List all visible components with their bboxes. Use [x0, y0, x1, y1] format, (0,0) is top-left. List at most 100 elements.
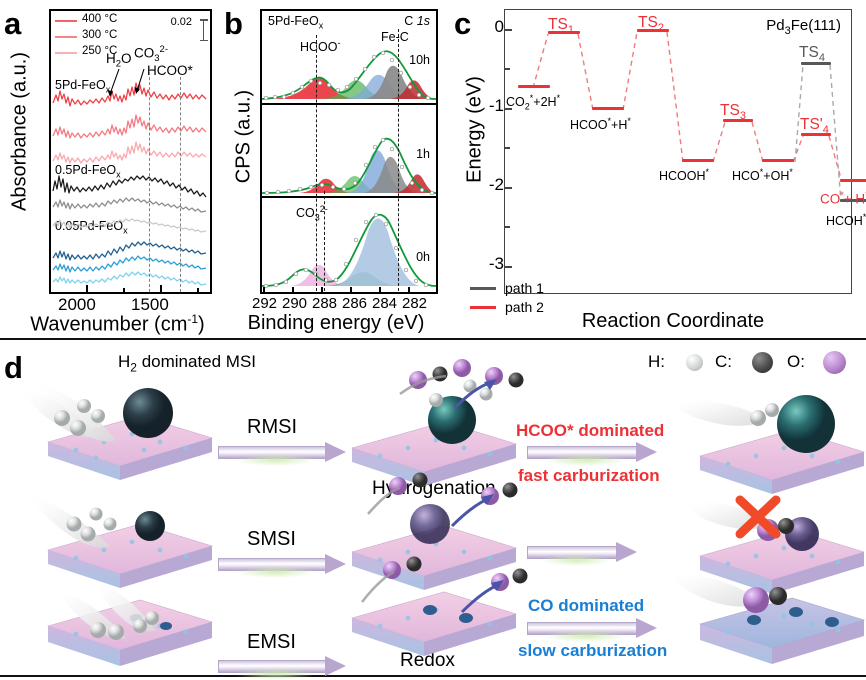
panel-a-letter: a: [4, 6, 22, 41]
slab-row3-left: [46, 599, 214, 666]
legend-line-300c: [55, 36, 77, 38]
x-label-main: Wavenumber (cm: [30, 313, 188, 336]
outcome-label-row1-line1: HCOO* dominated: [516, 421, 665, 440]
pd-carbide-row1-right: [777, 395, 835, 453]
panel-a-spectra: [52, 82, 207, 292]
legend-label-400c: 400 °C: [82, 13, 118, 25]
pd-encapsulated-row2: [410, 504, 450, 544]
annotation-h2o: H2O: [106, 51, 132, 70]
panel-b-plot-area: 5Pd-FeOx C 1s HCOO- Fe-C 10h: [260, 9, 438, 294]
row-label-emsi: EMSI: [247, 631, 296, 653]
state-label-co-h: CO*+ H*: [820, 190, 866, 207]
pd-carbide-row1: [428, 396, 476, 444]
arrow-no-carburization: [527, 542, 637, 566]
atom-legend-h-label: H:: [648, 352, 665, 371]
arrow-emsi: [218, 656, 346, 680]
panel-d: d H2 dominated MSI H: C: O: RMSI SMSI EM…: [0, 338, 866, 680]
ytick-mark-3: [505, 266, 512, 268]
panel-a-scale-bar: [200, 19, 207, 41]
blocked-cross-icon: [735, 495, 781, 539]
panel-a-dashline-hcoo: [180, 77, 181, 292]
ts1-label: TS1: [548, 16, 574, 37]
time-label-0h: 0h: [416, 250, 430, 265]
panel-b-dashline-1: [316, 35, 317, 291]
time-label-10h: 10h: [409, 53, 430, 67]
panel-c-plot-area: Pd3Fe(111): [504, 9, 852, 294]
x-label-sup: -1: [187, 312, 199, 326]
slab-row1-mid: [350, 421, 518, 486]
panel-d-letter: d: [4, 350, 23, 385]
panel-d-top-divider: [0, 338, 866, 340]
panel-c-letter: c: [454, 6, 472, 41]
slab-row1-left: [46, 415, 214, 480]
panel-c-ytick-2: -2: [488, 175, 504, 194]
panel-a-y-axis-label: Absorbance (a.u.): [8, 52, 31, 211]
panel-b-dashline-2: [324, 191, 325, 291]
state-label-hcooh: HCOOH*: [659, 167, 710, 184]
panel-b-xtick-5: 282: [402, 295, 428, 312]
ytick-mark-minor-2: [505, 226, 510, 228]
panel-b: b CPS (a.u.) Binding energy (eV) 292 290…: [222, 0, 450, 340]
arrow-rmsi: [218, 442, 346, 466]
atom-legend-h-icon: [686, 354, 703, 371]
atom-legend-c-icon: [752, 352, 773, 373]
time-label-1h: 1h: [416, 146, 430, 161]
ts2-label: TS2: [638, 14, 664, 35]
panel-b-region-label: C 1s: [404, 14, 430, 28]
center-label-redox: Redox: [400, 650, 455, 671]
panel-d-top-label: H2 dominated MSI: [118, 352, 257, 375]
panel-b-xtick-2: 288: [312, 295, 338, 312]
panel-c-connectors: [532, 31, 843, 203]
x-label-tail: ): [198, 313, 205, 336]
state-label-hcoo-h: HCOO*+H*: [570, 116, 631, 133]
sample-label-05pd: 0.5Pd-FeOx: [55, 163, 121, 180]
pd-particle-row1: [123, 388, 173, 438]
arrow-slow-carburization: [527, 618, 657, 642]
panel-b-xtick-3: 286: [342, 295, 368, 312]
legend-row-path2: path 2: [470, 299, 544, 315]
panel-c-x-axis-label: Reaction Coordinate: [581, 310, 765, 332]
panel-a: a Absorbance (a.u.) Wavenumber (cm-1) 20…: [0, 0, 225, 340]
legend-line-400c: [55, 20, 77, 22]
outcome-label-row3-line1: CO dominated: [528, 596, 645, 615]
panel-b-x-axis-label: Binding energy (eV): [247, 312, 425, 334]
state-label-co2-2h: CO2*+2H*: [506, 93, 561, 112]
panel-c: c Energy (eV) Reaction Coordinate 0 -1 -…: [448, 0, 866, 340]
panel-b-xtick-1: 290: [282, 295, 308, 312]
legend-label-path1: path 1: [505, 280, 544, 296]
panel-c-ytick-1: -1: [488, 96, 504, 115]
panel-a-xtick-1: 1500: [131, 295, 169, 314]
panel-a-xtick-0: 2000: [58, 295, 96, 314]
slab-row3-mid: [350, 591, 518, 656]
xps-spectrum-10h: [262, 50, 436, 101]
ts4-prime-label: TS'4: [800, 116, 829, 137]
legend-label-path2: path 2: [505, 299, 544, 315]
panel-b-y-axis-label: CPS (a.u.): [232, 89, 255, 184]
sample-label-5pd: 5Pd-FeOx: [55, 78, 111, 95]
state-label-hcoh: HCOH*: [826, 212, 866, 229]
panel-a-x-axis-label: Wavenumber (cm-1): [10, 312, 225, 337]
outcome-label-row1-line2: fast carburization: [518, 466, 660, 485]
xps-spectrum-1h: [262, 137, 436, 195]
ytick-mark-1: [505, 108, 512, 110]
ts3-label: TS3: [720, 102, 746, 123]
legend-swatch-path1: [470, 286, 496, 290]
legend-label-300c: 300 °C: [82, 29, 118, 41]
panel-c-ytick-3: -3: [488, 254, 504, 273]
panel-b-subplot-1h: 1h: [262, 105, 436, 199]
sample-label-005pd: 0.05Pd-FeOx: [55, 219, 128, 236]
panel-b-xtick-4: 284: [372, 295, 398, 312]
legend-swatch-path2: [470, 305, 496, 309]
ytick-mark-2: [505, 187, 512, 189]
peak-label-carbonate: CO32-: [296, 204, 328, 223]
peak-label-hcoo: HCOO-: [300, 38, 341, 55]
panel-b-dashline-3: [398, 29, 399, 291]
ts4-label: TS4: [799, 44, 825, 65]
panel-a-scale-value: 0.02: [170, 16, 192, 28]
ytick-mark-minor-1: [505, 147, 510, 149]
panel-d-bottom-divider: [0, 675, 866, 677]
atom-legend-c-label: C:: [715, 352, 732, 371]
panel-c-legend: path 1 path 2: [470, 277, 544, 318]
xps-spectrum-0h: [262, 213, 436, 289]
legend-line-250c: [55, 52, 77, 54]
